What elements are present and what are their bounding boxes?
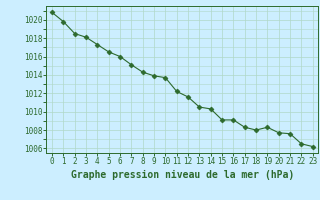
X-axis label: Graphe pression niveau de la mer (hPa): Graphe pression niveau de la mer (hPa) <box>71 170 294 180</box>
